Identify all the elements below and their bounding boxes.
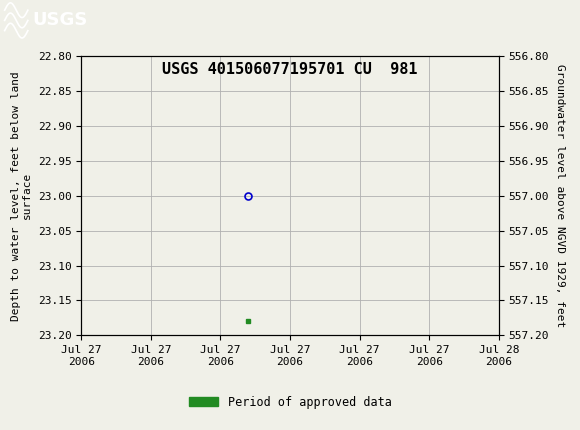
Y-axis label: Depth to water level, feet below land
surface: Depth to water level, feet below land su… bbox=[10, 71, 32, 320]
Text: USGS 401506077195701 CU  981: USGS 401506077195701 CU 981 bbox=[162, 62, 418, 77]
Y-axis label: Groundwater level above NGVD 1929, feet: Groundwater level above NGVD 1929, feet bbox=[554, 64, 564, 327]
Text: USGS: USGS bbox=[32, 12, 87, 29]
Legend: Period of approved data: Period of approved data bbox=[184, 391, 396, 413]
